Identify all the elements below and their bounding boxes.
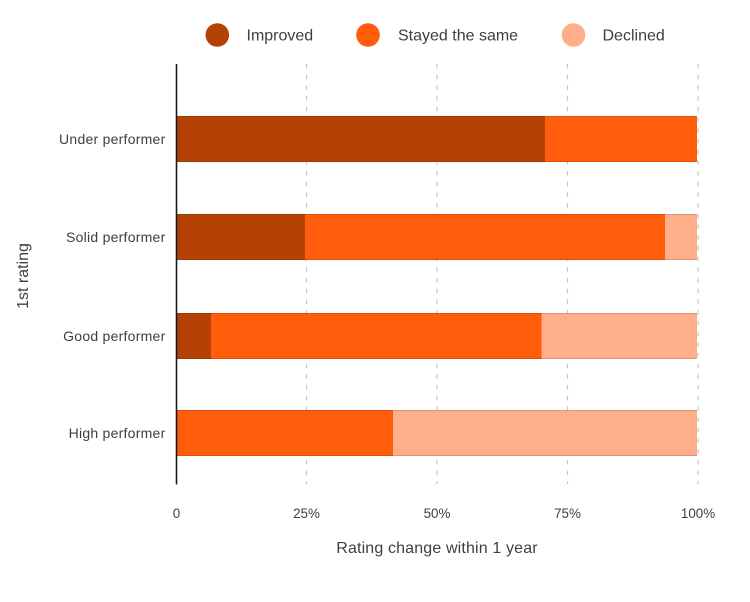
svg-text:Declined: Declined [603, 28, 665, 45]
svg-text:Under performer: Under performer [59, 131, 166, 147]
svg-text:100%: 100% [681, 506, 715, 521]
svg-text:Stayed the same: Stayed the same [398, 28, 518, 45]
svg-text:0: 0 [173, 506, 180, 521]
svg-text:75%: 75% [554, 506, 581, 521]
svg-text:Rating change within 1 year: Rating change within 1 year [336, 540, 538, 557]
svg-text:50%: 50% [424, 506, 451, 521]
svg-text:Improved: Improved [247, 28, 314, 45]
svg-text:Good performer: Good performer [63, 328, 165, 344]
svg-text:High performer: High performer [69, 425, 166, 441]
svg-text:Solid performer: Solid performer [66, 229, 166, 245]
svg-text:1st rating: 1st rating [15, 243, 32, 309]
svg-text:25%: 25% [293, 506, 320, 521]
